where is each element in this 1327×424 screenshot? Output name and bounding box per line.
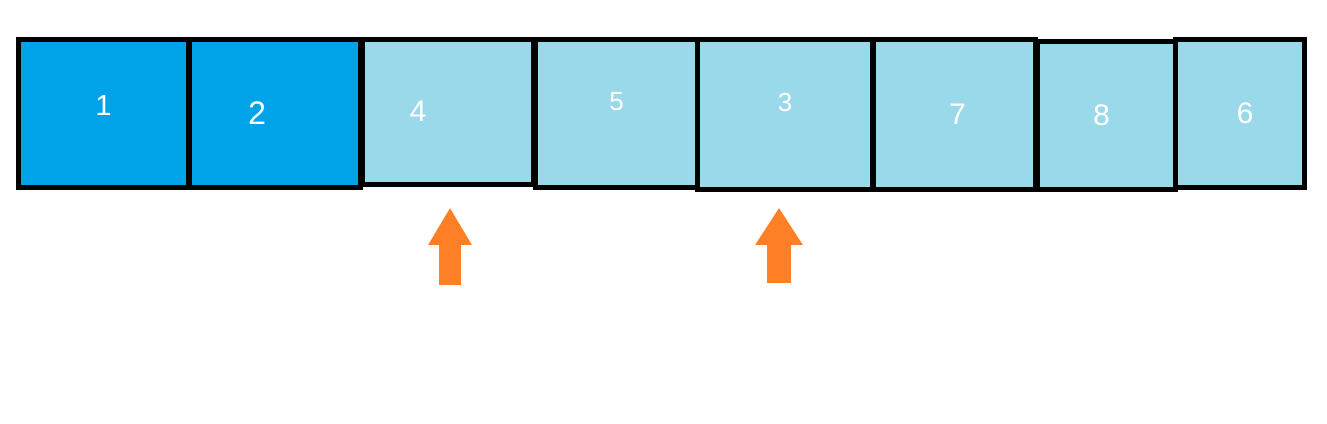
up-arrow-shape — [755, 208, 803, 283]
cell-label: 1 — [95, 90, 112, 122]
array-cell: 7 — [871, 37, 1038, 192]
cell-label: 8 — [1093, 98, 1110, 132]
cell-label: 3 — [777, 87, 793, 117]
up-arrow-icon — [755, 208, 803, 283]
cell-label: 6 — [1236, 96, 1254, 130]
cell-label: 4 — [409, 95, 427, 128]
array-cell: 5 — [533, 37, 700, 190]
array-cell: 8 — [1035, 39, 1178, 192]
cell-label: 5 — [609, 86, 624, 116]
cell-label: 2 — [248, 95, 266, 131]
up-arrow-shape — [428, 208, 472, 285]
array-cell: 2 — [187, 37, 363, 190]
array-cell: 3 — [695, 37, 875, 192]
array-cell: 6 — [1173, 37, 1307, 190]
array-cell: 1 — [16, 37, 191, 190]
cell-label: 7 — [949, 97, 966, 131]
array-cell: 4 — [360, 37, 536, 187]
up-arrow-icon — [428, 208, 472, 285]
